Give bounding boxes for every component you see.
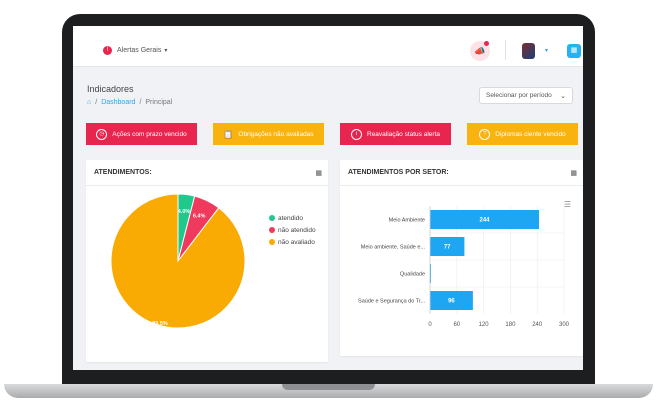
period-select-label: Selecionar por período <box>486 92 552 99</box>
info-icon: i <box>351 128 362 140</box>
notification-badge <box>484 41 489 46</box>
legend-label: não atendido <box>278 226 316 234</box>
tile-diplomas-ciente-vencido[interactable]: ? Diplomas ciente vencido <box>467 123 578 145</box>
breadcrumb-principal: Principal <box>145 99 173 106</box>
x-tick-label: 0 <box>428 322 432 328</box>
y-category-label: Meio Ambiente <box>389 218 425 224</box>
tile-label: Obrigações não avaliadas <box>238 130 314 138</box>
grid-icon[interactable]: ▦ <box>315 170 322 177</box>
legend-item[interactable]: não atendido <box>269 224 316 236</box>
atendimentos-card: ATENDIMENTOS: ▦ 4.0% 6.4% 89.5% atendido n… <box>86 160 328 362</box>
tile-label: Diplomas ciente vencido <box>495 130 566 138</box>
legend-item[interactable]: não avaliado <box>269 236 316 248</box>
laptop-notch <box>282 384 375 390</box>
pie-data-label: 89.5% <box>152 321 168 327</box>
bar-3[interactable] <box>430 291 473 310</box>
legend-swatch <box>269 239 275 245</box>
pie-data-label: 6.4% <box>193 214 206 220</box>
alert-icon: ! <box>103 46 112 55</box>
card-title: ATENDIMENTOS: <box>94 169 152 176</box>
home-icon[interactable]: ⌂ <box>87 99 92 106</box>
apps-button[interactable]: ▦ <box>567 44 581 58</box>
y-category-label: Qualidade <box>400 272 425 278</box>
legend-label: não avaliado <box>278 238 315 246</box>
breadcrumb-dashboard[interactable]: Dashboard <box>101 99 136 106</box>
chevron-down-icon: ⌄ <box>560 92 566 100</box>
x-tick-label: 60 <box>453 322 460 328</box>
laptop-base <box>4 384 653 398</box>
legend-swatch <box>269 215 275 221</box>
tile-label: Reavaliação status alerta <box>367 130 440 138</box>
menu-icon[interactable]: ☰ <box>563 200 571 209</box>
y-category-label: Saúde e Segurança do Tr... <box>358 299 425 305</box>
period-select[interactable]: Selecionar por período ⌄ <box>479 87 573 104</box>
help-icon: ? <box>479 128 491 140</box>
x-tick-label: 240 <box>532 322 543 328</box>
clipboard-icon: 📋 <box>223 129 234 139</box>
divider <box>505 40 506 60</box>
y-category-label: Meio ambiente, Saúde e... <box>361 245 426 251</box>
app-screen: ! Alertas Gerais ▾ 📣 ▾ ▦ Indicadores ⌂ /… <box>73 26 583 370</box>
card-header: ATENDIMENTOS: ▦ <box>86 160 328 186</box>
legend-label: atendido <box>278 214 303 222</box>
x-tick-label: 120 <box>479 322 490 328</box>
alerts-label: Alertas Gerais <box>117 47 162 54</box>
tile-label: Ações com prazo vencido <box>112 130 187 138</box>
pie-slice-2[interactable] <box>110 193 246 329</box>
avatar[interactable] <box>522 43 535 59</box>
setor-card: ATENDIMENTOS POR SETOR: ▦ ☰ 0 60 120 180 240… <box>340 160 583 356</box>
tile-obrigacoes-nao-avaliadas[interactable]: 📋 Obrigações não avaliadas <box>213 123 324 145</box>
megaphone-icon: 📣 <box>474 45 486 56</box>
card-header: ATENDIMENTOS POR SETOR: ▦ <box>340 160 583 186</box>
tile-reavaliacao-status-alerta[interactable]: i Reavaliação status alerta <box>340 123 451 145</box>
grid-icon: ▦ <box>570 47 578 54</box>
bar-value-label: 244 <box>479 218 490 224</box>
top-bar: ! Alertas Gerais ▾ 📣 ▾ ▦ <box>73 26 583 67</box>
bar-chart: 0 60 120 180 240 300 Meio Ambiente 244 Meio ambi… <box>358 206 570 328</box>
legend-item[interactable]: atendido <box>269 212 316 224</box>
page-title: Indicadores <box>87 84 134 94</box>
bar-value-label: 77 <box>444 245 451 251</box>
legend-swatch <box>269 227 275 233</box>
pie-legend: atendido não atendido não avaliado <box>269 212 316 248</box>
bar-2[interactable] <box>430 264 431 283</box>
bar-0[interactable] <box>430 210 539 229</box>
clock-icon: ◷ <box>96 128 108 140</box>
bar-1[interactable] <box>430 237 465 256</box>
grid-icon[interactable]: ▦ <box>570 170 577 177</box>
notifications-button[interactable]: 📣 <box>470 41 490 61</box>
tile-acoes-prazo-vencido[interactable]: ◷ Ações com prazo vencido <box>86 123 197 145</box>
alert-tiles: ◷ Ações com prazo vencido 📋 Obrigações n… <box>86 123 578 145</box>
chevron-down-icon: ▾ <box>164 48 168 54</box>
x-tick-label: 300 <box>559 322 570 328</box>
alerts-menu[interactable]: ! Alertas Gerais ▾ <box>103 46 167 55</box>
bar-value-label: 96 <box>448 299 455 305</box>
pie-data-label: 4.0% <box>178 209 191 215</box>
x-tick-label: 180 <box>505 322 516 328</box>
pie-chart: 4.0%6.4% 89.5% <box>110 193 246 329</box>
card-title: ATENDIMENTOS POR SETOR: <box>348 169 449 176</box>
chevron-down-icon[interactable]: ▾ <box>545 48 549 54</box>
breadcrumb: ⌂ / Dashboard / Principal <box>87 99 173 106</box>
